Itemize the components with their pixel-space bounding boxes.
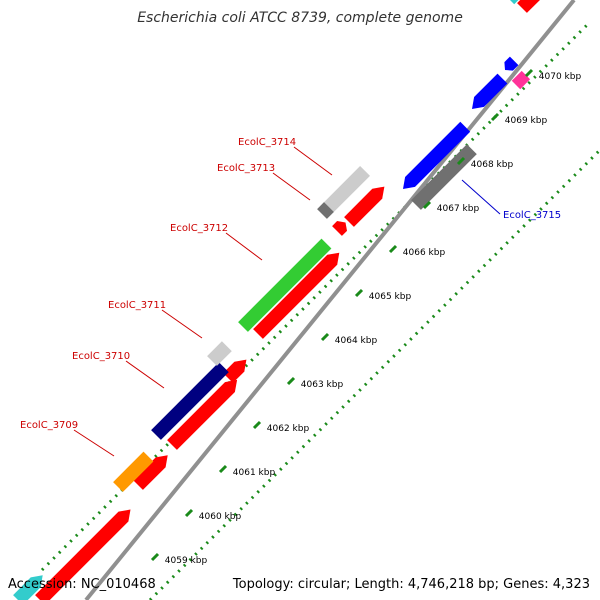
gene-label: EcolC_3709 [20, 420, 78, 431]
tick-mark [354, 288, 364, 298]
gene-orange-box [113, 451, 154, 492]
gene-label: EcolC_3712 [170, 223, 228, 234]
tick-label: 4065 kbp [369, 292, 412, 302]
tick-mark [218, 464, 228, 474]
tick-mark [150, 552, 160, 562]
gene-darkgray-box [317, 202, 334, 219]
gene-navy-box [151, 362, 229, 440]
tick-mark [524, 68, 534, 78]
tick-mark [184, 508, 194, 518]
tick-label: 4059 kbp [165, 556, 208, 566]
label-leader-line [225, 232, 263, 261]
gene-blue-arrow [403, 121, 471, 189]
tick-label: 4062 kbp [267, 424, 310, 434]
cds-red-arrow [253, 252, 340, 339]
tick-mark [490, 112, 500, 122]
label-leader-line [272, 172, 311, 201]
gene-label: EcolC_3714 [238, 137, 296, 148]
gene-labels: EcolC_3709 EcolC_3710 EcolC_3711 EcolC_3712… [20, 137, 561, 457]
label-leader-line [161, 309, 203, 339]
tick-label: 4070 kbp [539, 72, 582, 82]
gene-label: EcolC_3711 [108, 300, 166, 311]
accession-text: Accession: NC_010468 [8, 577, 156, 592]
cds-red-arrow [167, 379, 238, 450]
label-leader-line [293, 146, 333, 176]
cds-red-arrow [133, 455, 168, 490]
tick-label: 4066 kbp [403, 248, 446, 258]
cds-red-arrow [223, 359, 247, 383]
cds-red-arrow [517, 0, 540, 13]
topology-text: Topology: circular; Length: 4,746,218 bp… [232, 577, 590, 592]
gene-features [13, 0, 540, 600]
tick-mark [456, 156, 466, 166]
tick-mark [252, 420, 262, 430]
label-leader-line [125, 360, 165, 389]
tick-mark [422, 200, 432, 210]
map-title: Escherichia coli ATCC 8739, complete gen… [137, 10, 463, 26]
tick-mark [388, 244, 398, 254]
cds-red-arrow [35, 509, 131, 600]
gene-label: EcolC_3715 [503, 210, 561, 221]
label-leader-line [73, 429, 115, 457]
gene-label: EcolC_3713 [217, 163, 275, 174]
gene-cyan-box [510, 0, 519, 5]
label-leader-line [461, 179, 501, 215]
gene-cyan-arrow [13, 575, 43, 600]
tick-label: 4061 kbp [233, 468, 276, 478]
tick-label: 4068 kbp [471, 160, 514, 170]
cds-red-arrow [332, 221, 347, 236]
tick-mark [320, 332, 330, 342]
tick-label: 4060 kbp [199, 512, 242, 522]
tick-mark [286, 376, 296, 386]
tick-label: 4064 kbp [335, 336, 378, 346]
gene-green-box [238, 238, 332, 332]
gene-lightgray-box [207, 341, 232, 366]
tick-label: 4063 kbp [301, 380, 344, 390]
tick-label: 4067 kbp [437, 204, 480, 214]
tick-label: 4069 kbp [505, 116, 548, 126]
gene-label: EcolC_3710 [72, 351, 130, 362]
genome-backbone [84, 0, 576, 600]
gene-blue-arrow [472, 73, 508, 109]
tick-marks: 4059 kbp 4060 kbp 4061 kbp 4062 kbp 4063 kbp… [150, 68, 582, 566]
cds-red-arrow [344, 186, 385, 227]
gene-blue-arrow [504, 56, 519, 71]
gene-lightgray-box [324, 166, 370, 212]
